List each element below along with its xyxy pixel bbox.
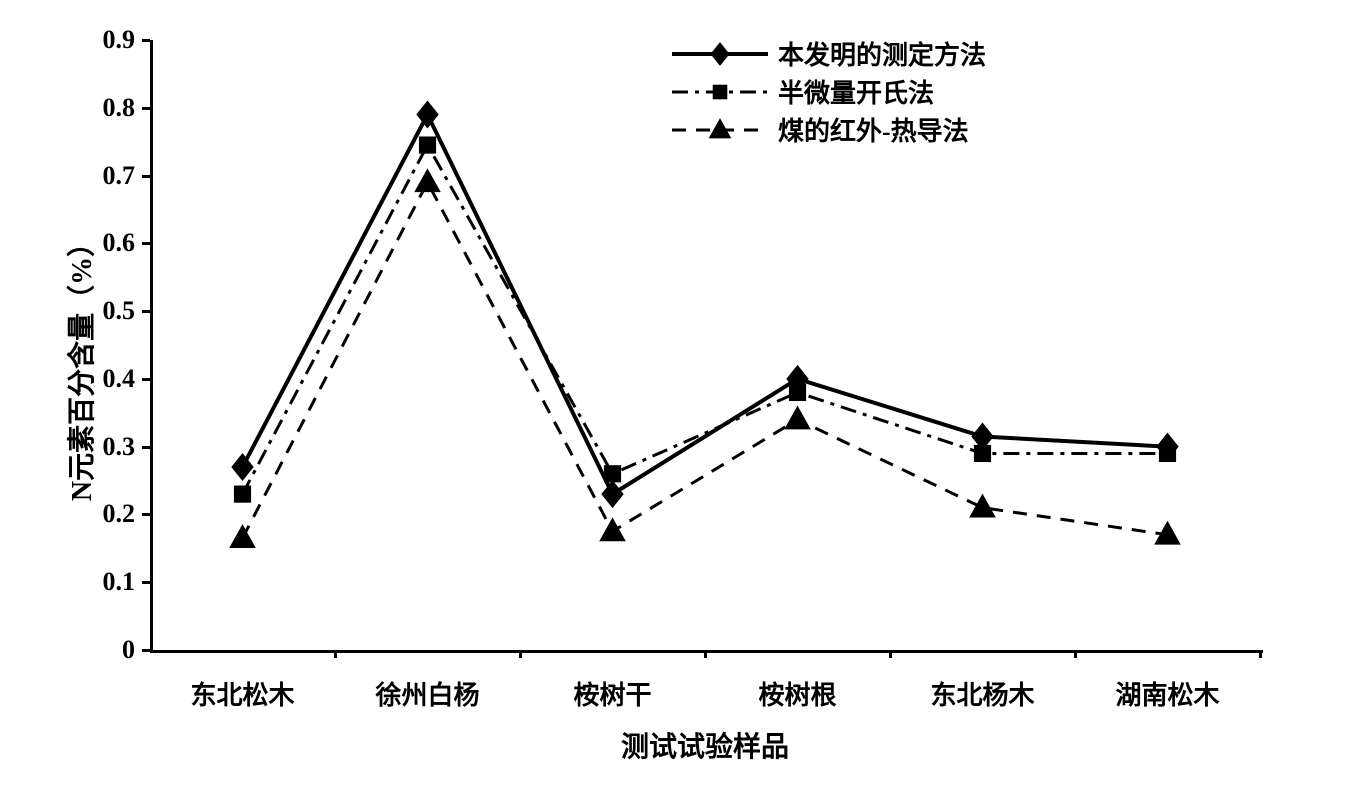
y-tick xyxy=(142,310,150,313)
series-marker xyxy=(599,517,626,541)
series-marker xyxy=(1159,445,1176,462)
legend-label: 半微量开氏法 xyxy=(778,73,934,110)
y-tick-label: 0.8 xyxy=(75,93,135,123)
series-marker xyxy=(601,480,623,508)
series-marker xyxy=(974,445,991,462)
x-tick-label: 徐州白杨 xyxy=(375,675,479,712)
x-tick xyxy=(1259,650,1262,658)
y-tick xyxy=(142,446,150,449)
legend-swatch xyxy=(670,115,770,145)
legend-item: 本发明的测定方法 xyxy=(670,35,986,72)
y-tick-label: 0.1 xyxy=(75,567,135,597)
legend-item: 煤的红外-热导法 xyxy=(670,111,986,148)
legend-swatch xyxy=(670,77,770,107)
y-tick-label: 0.2 xyxy=(75,499,135,529)
series-marker xyxy=(419,136,436,153)
x-tick xyxy=(334,650,337,658)
series-marker xyxy=(231,453,253,481)
y-tick-label: 0.4 xyxy=(75,364,135,394)
y-tick-label: 0.9 xyxy=(75,25,135,55)
y-tick-label: 0.7 xyxy=(75,161,135,191)
x-tick xyxy=(889,650,892,658)
legend: 本发明的测定方法半微量开氏法煤的红外-热导法 xyxy=(670,35,986,149)
series-marker xyxy=(789,384,806,401)
y-tick xyxy=(142,581,150,584)
x-tick-label: 东北松木 xyxy=(190,675,294,712)
series-marker xyxy=(969,494,996,518)
x-tick-label: 东北杨木 xyxy=(930,675,1034,712)
y-tick xyxy=(142,378,150,381)
series-line xyxy=(243,115,1168,495)
y-tick-label: 0 xyxy=(75,635,135,665)
y-tick xyxy=(142,39,150,42)
x-tick-label: 桉树根 xyxy=(758,675,836,712)
series-marker xyxy=(229,524,256,548)
legend-label: 本发明的测定方法 xyxy=(778,35,986,72)
legend-swatch xyxy=(670,39,770,69)
chart-container: 本发明的测定方法半微量开氏法煤的红外-热导法 N元素百分含量（%） 测试试验样品… xyxy=(20,20,1339,788)
y-tick-label: 0.3 xyxy=(75,432,135,462)
y-tick-label: 0.6 xyxy=(75,228,135,258)
series-line xyxy=(243,182,1168,538)
y-tick xyxy=(142,649,150,652)
y-tick xyxy=(142,513,150,516)
x-tick xyxy=(519,650,522,658)
x-tick xyxy=(1074,650,1077,658)
x-tick xyxy=(704,650,707,658)
series-line xyxy=(243,145,1168,494)
series-marker xyxy=(784,406,811,430)
x-axis-title: 测试试验样品 xyxy=(621,725,789,765)
series-marker xyxy=(604,465,621,482)
series-marker xyxy=(234,486,251,503)
x-tick-label: 桉树干 xyxy=(573,675,651,712)
y-tick xyxy=(142,242,150,245)
series-marker xyxy=(416,101,438,129)
y-tick xyxy=(142,107,150,110)
y-tick xyxy=(142,175,150,178)
legend-label: 煤的红外-热导法 xyxy=(778,111,969,148)
series-marker xyxy=(414,168,441,192)
y-tick-label: 0.5 xyxy=(75,296,135,326)
legend-item: 半微量开氏法 xyxy=(670,73,986,110)
x-tick-label: 湖南松木 xyxy=(1115,675,1219,712)
